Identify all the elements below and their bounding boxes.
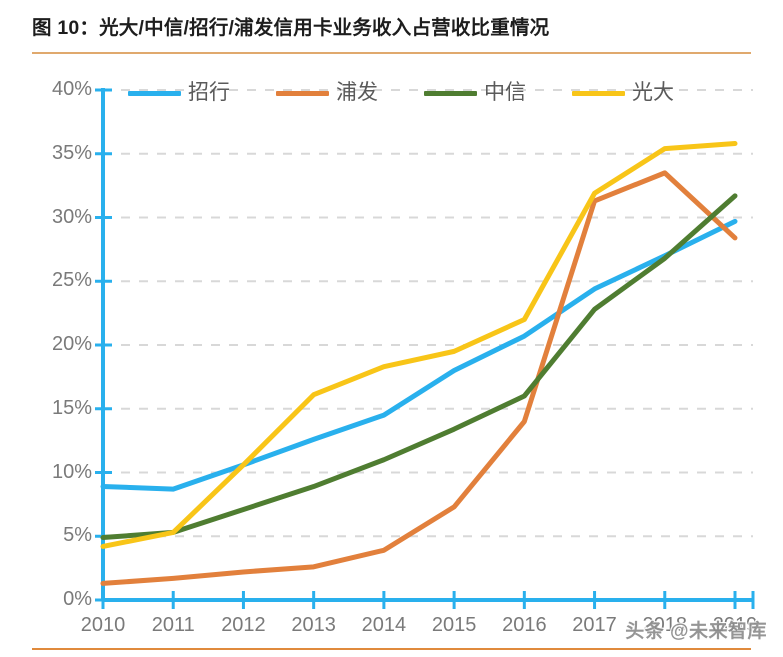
y-axis-tick-labels: 0% 5% 10% 15% 20% 25% 30% 35% 40% xyxy=(30,60,92,640)
x-tick-label: 2010 xyxy=(80,614,126,636)
chart-plot-area: 招行 浦发 中信 光大 0% 5% 10% 15% 20% 25% 30% 35% 40% 2010 2… xyxy=(0,60,783,640)
y-tick-label: 25% xyxy=(51,269,92,292)
legend-entry-0[interactable]: 招行 xyxy=(128,82,230,104)
legend-swatch-icon xyxy=(572,90,625,96)
legend-label: 招行 xyxy=(188,81,230,104)
line-chart-canvas xyxy=(95,88,755,609)
x-tick-label: 2011 xyxy=(151,614,195,636)
legend-entry-3[interactable]: 光大 xyxy=(572,82,674,104)
x-tick-label: 2015 xyxy=(431,614,477,636)
y-tick-label: 10% xyxy=(51,460,92,483)
legend-label: 中信 xyxy=(484,81,526,104)
x-tick-label: 2013 xyxy=(291,614,336,636)
x-tick-label: 2018 xyxy=(642,614,688,636)
series-line-2 xyxy=(100,193,738,541)
x-tick-label: 2012 xyxy=(221,614,266,636)
legend-entry-2[interactable]: 中信 xyxy=(424,82,526,104)
x-tick-label: 2017 xyxy=(572,614,617,636)
figure-title-block: 图 10：光大/中信/招行/浦发信用卡业务收入占营收比重情况 xyxy=(32,14,752,54)
legend-label: 浦发 xyxy=(336,81,378,104)
x-tick-label: 2019 xyxy=(712,614,758,636)
x-axis-tick-labels: 2010 2011 2012 2013 2014 2015 2016 2017 2018 2019 xyxy=(0,60,783,640)
y-tick-label: 5% xyxy=(63,524,92,547)
series-line-1 xyxy=(100,170,738,586)
x-tick-label: 2014 xyxy=(361,614,407,636)
footer-divider xyxy=(32,648,751,650)
y-tick-label: 30% xyxy=(51,205,92,228)
y-tick-label: 40% xyxy=(51,78,92,100)
y-tick-label: 20% xyxy=(51,333,92,355)
y-tick-label: 35% xyxy=(51,141,92,164)
y-tick-label: 0% xyxy=(63,588,92,610)
legend-swatch-icon xyxy=(128,90,181,96)
y-tick-label: 15% xyxy=(51,396,92,419)
legend-swatch-icon xyxy=(276,90,329,96)
x-tick-label: 2016 xyxy=(502,614,547,636)
chart-legend: 招行 浦发 中信 光大 xyxy=(128,82,674,104)
series-line-3 xyxy=(100,141,738,549)
page-title: 图 10：光大/中信/招行/浦发信用卡业务收入占营收比重情况 xyxy=(32,17,550,39)
series-line-0 xyxy=(100,218,738,492)
watermark-label: 头条 @未来智库 xyxy=(625,621,767,642)
legend-entry-1[interactable]: 浦发 xyxy=(276,82,378,104)
title-divider xyxy=(32,52,751,54)
legend-label: 光大 xyxy=(632,81,674,104)
legend-swatch-icon xyxy=(424,90,477,96)
